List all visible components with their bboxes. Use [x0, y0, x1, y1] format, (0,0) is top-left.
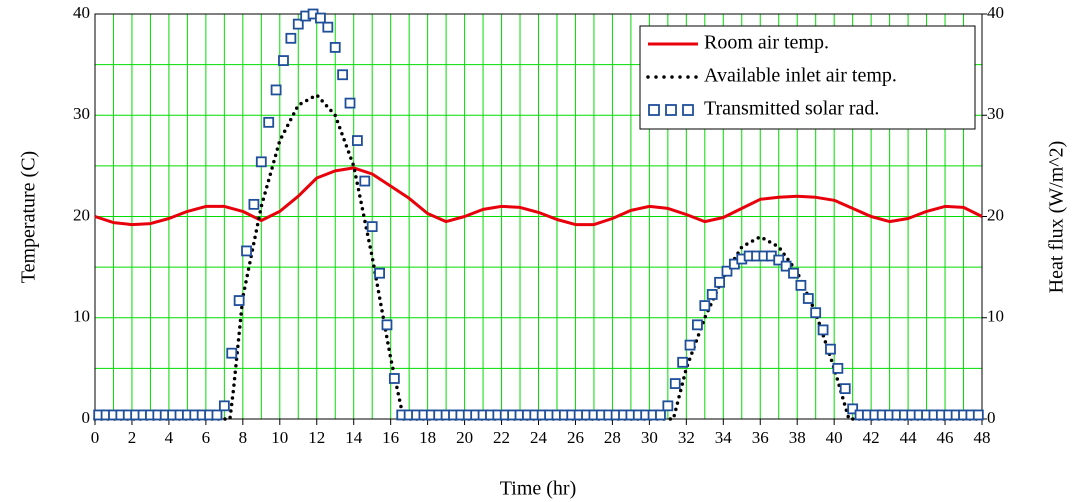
legend-label: Available inlet air temp. [704, 65, 897, 87]
x-tick-label: 44 [900, 428, 918, 447]
y-tick-label: 0 [82, 408, 91, 427]
data-marker [329, 42, 341, 53]
y-axis-title: Temperature (C) [18, 151, 40, 283]
data-marker [255, 156, 267, 168]
x-tick-label: 16 [382, 428, 399, 447]
data-marker [226, 347, 238, 359]
x-tick-label: 24 [530, 428, 548, 447]
data-marker [662, 400, 674, 412]
y-tick-label: 10 [73, 307, 90, 326]
data-marker [721, 265, 733, 277]
y-tick-label: 20 [73, 205, 90, 224]
x-tick-label: 22 [493, 428, 510, 447]
x-tick-label: 10 [271, 428, 288, 447]
data-marker [825, 343, 836, 355]
legend-marker [665, 104, 677, 116]
data-marker [241, 245, 252, 257]
data-marker [847, 403, 859, 415]
data-marker [788, 267, 799, 279]
data-marker [344, 97, 356, 109]
x-tick-label: 32 [678, 428, 695, 447]
legend: Room air temp. Available inlet air temp. T… [639, 25, 976, 130]
x-tick-label: 30 [641, 428, 658, 447]
data-marker [381, 319, 393, 331]
data-marker [388, 373, 400, 384]
x-tick-label: 18 [419, 428, 436, 447]
legend-marker [682, 104, 694, 116]
x-tick-label: 34 [715, 428, 733, 447]
data-marker [337, 69, 349, 81]
data-marker [359, 175, 371, 187]
x-tick-label: 38 [789, 428, 806, 447]
x-tick-label: 42 [863, 428, 880, 447]
data-marker [669, 378, 681, 389]
data-marker [374, 267, 385, 279]
x-tick-label: 26 [567, 428, 584, 447]
data-marker [780, 260, 792, 272]
data-marker [278, 55, 289, 66]
data-marker [218, 400, 230, 412]
data-marker [972, 409, 984, 421]
data-marker [352, 135, 363, 146]
data-marker [285, 32, 297, 44]
x-tick-label: 40 [826, 428, 843, 447]
data-marker [832, 362, 844, 374]
data-marker [802, 293, 814, 304]
legend-label: Transmitted solar rad. [704, 98, 879, 120]
x-tick-label: 20 [456, 428, 473, 447]
y2-tick-label: 40 [987, 3, 1004, 22]
y2-tick-label: 30 [987, 104, 1004, 123]
y2-axis-title: Heat flux (W/m^2) [1046, 141, 1068, 294]
data-marker [292, 18, 304, 30]
data-marker [684, 339, 696, 351]
x-tick-label: 8 [239, 428, 248, 447]
legend-label: Room air temp. [704, 32, 829, 54]
x-tick-label: 28 [604, 428, 621, 447]
data-marker [699, 300, 711, 312]
legend-marker [648, 104, 660, 116]
data-marker [817, 324, 829, 336]
x-tick-label: 2 [128, 428, 137, 447]
data-marker [270, 84, 282, 96]
data-marker [248, 198, 260, 210]
x-tick-label: 46 [937, 428, 954, 447]
y2-tick-label: 10 [987, 307, 1004, 326]
data-marker [233, 295, 245, 306]
data-marker [263, 116, 275, 128]
x-tick-label: 36 [752, 428, 769, 447]
y2-tick-label: 20 [987, 205, 1004, 224]
data-marker [692, 319, 703, 331]
data-marker [677, 356, 689, 368]
data-marker [315, 12, 326, 24]
data-marker [366, 221, 378, 233]
y-tick-label: 40 [73, 3, 90, 22]
data-marker [706, 289, 718, 300]
data-marker [322, 21, 334, 33]
y2-tick-label: 0 [987, 408, 996, 427]
data-marker [211, 409, 223, 421]
y-tick-label: 30 [73, 104, 90, 123]
data-marker [795, 279, 807, 291]
x-tick-label: 4 [165, 428, 174, 447]
x-tick-label: 6 [202, 428, 211, 447]
x-axis-title: Time (hr) [500, 478, 576, 500]
data-marker [810, 307, 822, 319]
data-line [94, 166, 983, 227]
data-marker [773, 254, 785, 266]
x-tick-label: 48 [974, 428, 991, 447]
x-tick-label: 12 [308, 428, 325, 447]
data-marker [714, 276, 725, 288]
data-marker [655, 409, 666, 421]
x-tick-label: 14 [345, 428, 363, 447]
data-marker [839, 383, 851, 395]
x-tick-label: 0 [91, 428, 100, 447]
